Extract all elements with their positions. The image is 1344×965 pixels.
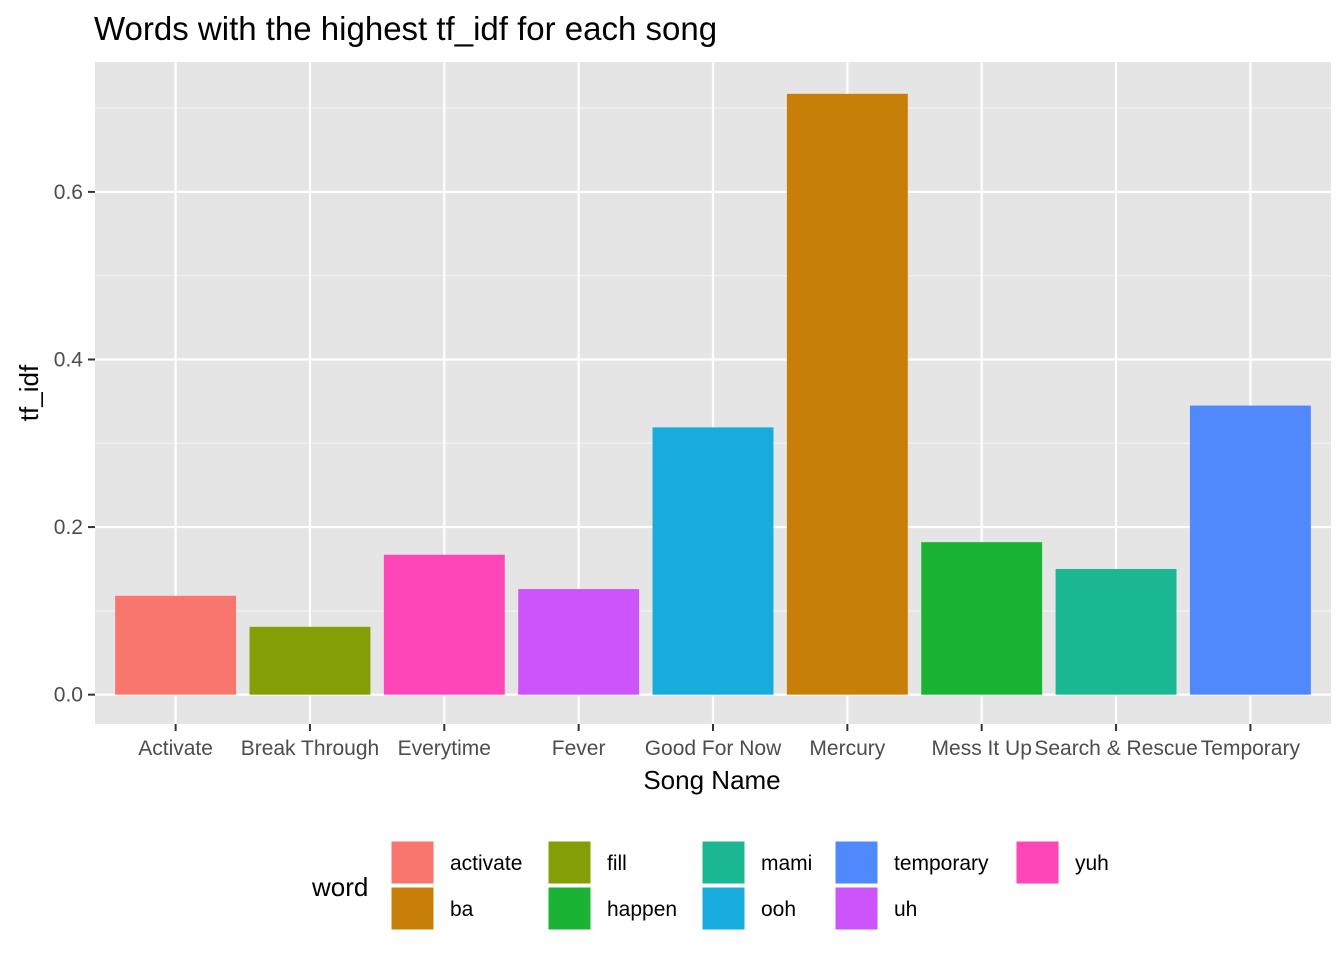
y-tick-label: 0.2 <box>54 516 83 539</box>
legend-swatch <box>390 886 435 931</box>
legend-label: mami <box>761 852 812 875</box>
legend-swatch <box>701 886 746 931</box>
y-axis-title: tf_idf <box>14 364 44 421</box>
bar <box>921 542 1043 695</box>
x-tick-label: Fever <box>552 737 606 760</box>
bars <box>115 93 1311 695</box>
bar <box>652 427 774 695</box>
bar <box>786 93 908 695</box>
bar <box>1189 405 1311 695</box>
legend-label: yuh <box>1075 852 1109 875</box>
chart-title: Words with the highest tf_idf for each s… <box>94 10 717 47</box>
bar <box>1055 568 1177 695</box>
legend: activate ba fill happen mami ooh temporary uh yu… <box>390 840 1109 931</box>
x-tick-label: Good For Now <box>645 737 782 760</box>
y-tick-label: 0.0 <box>54 684 83 707</box>
legend-title: word <box>311 872 368 902</box>
y-axis: 0.0 0.2 0.4 0.6 <box>54 181 95 707</box>
legend-swatch <box>390 840 435 885</box>
legend-label: activate <box>450 852 522 875</box>
legend-label: fill <box>607 852 627 875</box>
x-tick-label: Activate <box>138 737 213 760</box>
legend-swatch <box>547 886 592 931</box>
bar <box>115 595 237 695</box>
legend-label: happen <box>607 898 677 921</box>
legend-swatch <box>701 840 746 885</box>
legend-swatch <box>834 886 879 931</box>
x-tick-label: Search & Rescue <box>1034 737 1197 760</box>
x-tick-label: Mess It Up <box>932 737 1032 760</box>
legend-swatch <box>1015 840 1060 885</box>
x-tick-label: Temporary <box>1201 737 1301 760</box>
x-tick-label: Mercury <box>809 737 885 760</box>
x-axis: Activate Break Through Everytime Fever Good … <box>138 724 1300 760</box>
y-tick-label: 0.6 <box>54 181 83 204</box>
x-axis-title: Song Name <box>643 765 780 795</box>
bar <box>249 626 371 695</box>
bar <box>518 589 640 695</box>
legend-swatch <box>547 840 592 885</box>
x-tick-label: Everytime <box>398 737 491 760</box>
legend-swatch <box>834 840 879 885</box>
bar <box>383 554 505 695</box>
x-tick-label: Break Through <box>241 737 380 760</box>
legend-label: ba <box>450 898 474 921</box>
legend-label: ooh <box>761 898 796 921</box>
y-tick-label: 0.4 <box>54 348 84 371</box>
legend-label: temporary <box>894 852 989 875</box>
legend-label: uh <box>894 898 917 921</box>
